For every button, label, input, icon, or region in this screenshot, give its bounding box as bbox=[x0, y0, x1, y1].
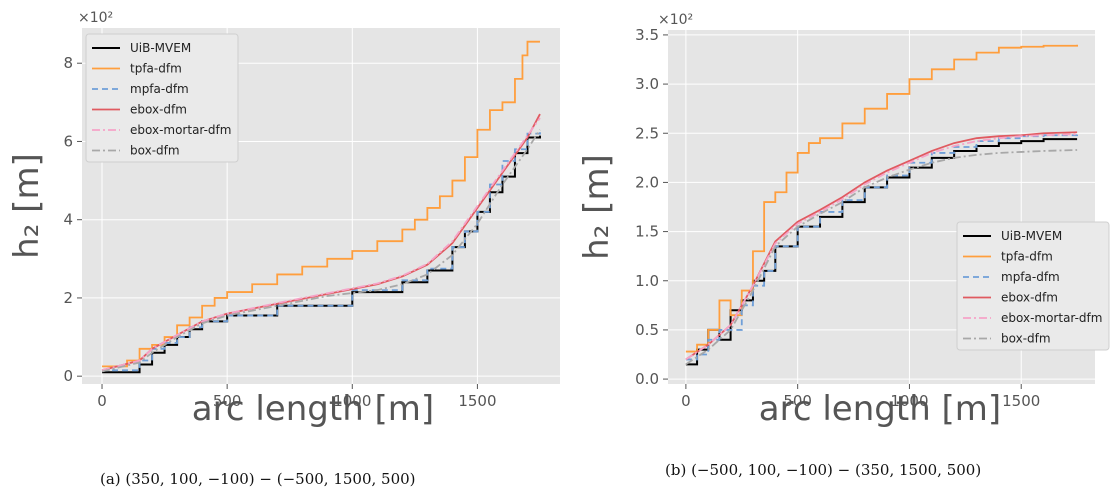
x-tick-label: 1500 bbox=[1002, 392, 1040, 410]
series-tpfa-dfm bbox=[685, 44, 1079, 353]
legend: UiB-MVEM tpfa-dfm mpfa-dfm ebox-dfm ebox-mor… bbox=[85, 33, 239, 163]
y-tick-label: 8 bbox=[63, 54, 73, 72]
series-box-dfm bbox=[101, 129, 541, 373]
series-mpfa-dfm bbox=[685, 134, 1079, 361]
y-tick-label: 2.0 bbox=[635, 173, 659, 191]
series-ebox-mortar-dfm bbox=[101, 117, 541, 372]
legend-label-tpfa-dfm: tpfa-dfm bbox=[1001, 250, 1053, 264]
x-axis-label: arc length [m] bbox=[192, 389, 434, 429]
series-mpfa-dfm bbox=[102, 131, 541, 372]
x-tick-label: 1000 bbox=[333, 392, 371, 410]
y-tick-label: 0 bbox=[63, 367, 73, 385]
x-tick-label: 1000 bbox=[890, 392, 928, 410]
x-tick-label: 500 bbox=[783, 392, 812, 410]
legend-label-box-dfm: box-dfm bbox=[130, 144, 180, 158]
legend-label-ebox-dfm: ebox-dfm bbox=[1001, 291, 1058, 305]
series-ebox-dfm bbox=[685, 131, 1078, 361]
legend-label-ebox-mortar-dfm: ebox-mortar-dfm bbox=[130, 123, 231, 137]
y-tick-label: 4 bbox=[63, 211, 73, 229]
y-tick-label: 0.0 bbox=[635, 370, 659, 388]
series-UiB-MVEM bbox=[685, 138, 1078, 366]
legend-label-mpfa-dfm: mpfa-dfm bbox=[130, 82, 189, 96]
legend: UiB-MVEM tpfa-dfm mpfa-dfm ebox-dfm ebox-mor… bbox=[956, 221, 1110, 351]
y-tick-label: 2 bbox=[63, 289, 73, 307]
scale-label: ×10² bbox=[78, 10, 113, 26]
y-tick-label: 3.0 bbox=[635, 75, 659, 93]
y-axis-label: h₂ [m] bbox=[7, 153, 47, 259]
y-tick-label: 3.5 bbox=[635, 26, 659, 44]
x-tick-label: 1500 bbox=[458, 392, 496, 410]
chart-b: 0 500 1000 1500 0.0 0.5 1.0 1.5 2.0 2.5 3.0 3.5×10²… bbox=[577, 12, 1110, 429]
series-box-dfm bbox=[685, 149, 1078, 366]
x-axis-label: arc length [m] bbox=[759, 389, 1001, 429]
legend-box bbox=[956, 221, 1110, 351]
y-axis-label: h₂ [m] bbox=[577, 154, 617, 260]
legend-box bbox=[85, 33, 239, 163]
x-tick-label: 0 bbox=[97, 392, 107, 410]
caption-b: (b) (−500, 100, −100) − (350, 1500, 500) bbox=[665, 461, 982, 479]
y-tick-label: 2.5 bbox=[635, 124, 659, 142]
legend-label-box-dfm: box-dfm bbox=[1001, 332, 1051, 346]
x-tick-label: 0 bbox=[681, 392, 691, 410]
legend-label-UiB-MVEM: UiB-MVEM bbox=[130, 41, 191, 55]
legend-label-tpfa-dfm: tpfa-dfm bbox=[130, 62, 182, 76]
legend-label-mpfa-dfm: mpfa-dfm bbox=[1001, 270, 1060, 284]
y-tick-label: 1.0 bbox=[635, 272, 659, 290]
y-tick-label: 1.5 bbox=[635, 223, 659, 241]
series-UiB-MVEM bbox=[102, 135, 541, 374]
caption-a: (a) (350, 100, −100) − (−500, 1500, 500) bbox=[100, 470, 416, 488]
chart-a: 0 500 1000 1500 0 2 4 6 8 ×10² arc length [m] h₂ [m… bbox=[7, 10, 560, 429]
series-ebox-mortar-dfm bbox=[685, 133, 1078, 361]
y-tick-label: 6 bbox=[63, 132, 73, 150]
scale-label: ×10² bbox=[658, 12, 693, 28]
legend-label-ebox-mortar-dfm: ebox-mortar-dfm bbox=[1001, 311, 1102, 325]
y-tick-label: 0.5 bbox=[635, 321, 659, 339]
x-tick-label: 500 bbox=[213, 392, 242, 410]
legend-label-ebox-dfm: ebox-dfm bbox=[130, 103, 187, 117]
legend-label-UiB-MVEM: UiB-MVEM bbox=[1001, 229, 1062, 243]
